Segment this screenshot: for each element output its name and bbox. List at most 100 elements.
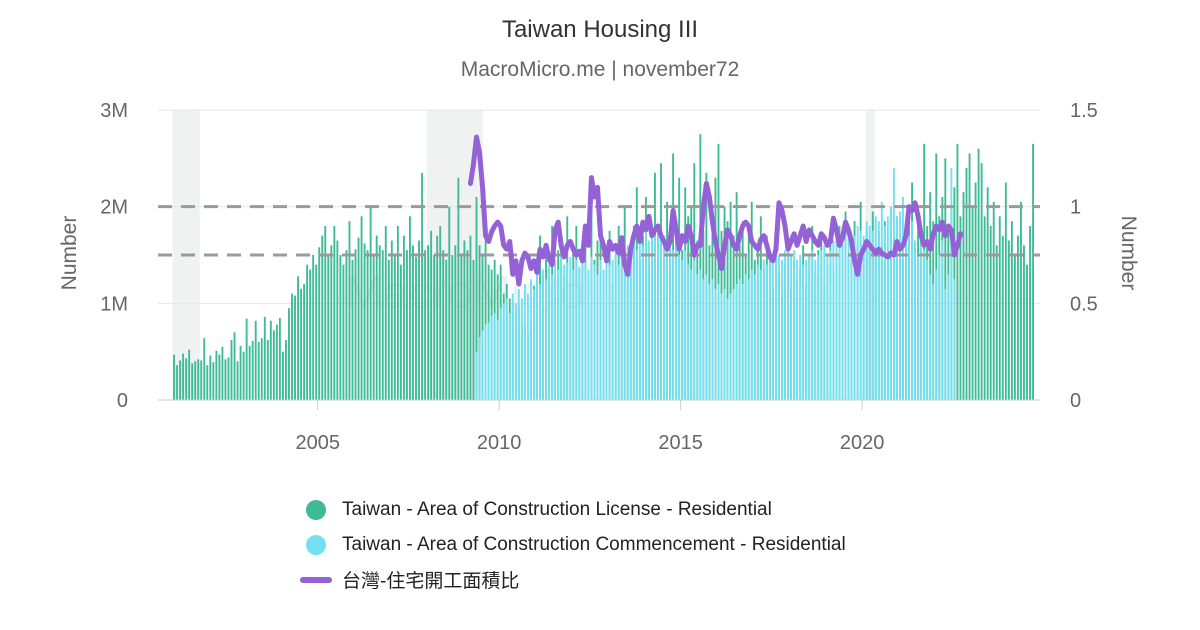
commencement-bar [750,269,753,400]
license-bar [191,363,194,400]
license-bar [427,245,430,400]
commencement-bar [908,235,910,400]
license-bar [460,255,463,400]
commencement-bar [575,259,578,400]
license-bar [977,148,980,400]
legend-item-commencement[interactable]: Taiwan - Area of Construction Commenceme… [300,527,846,562]
commencement-bar [895,216,898,400]
commencement-bar [481,330,484,400]
commencement-bar [638,235,641,400]
commencement-bar [590,256,593,400]
commencement-bar [856,226,859,400]
license-bar [472,259,475,400]
commencement-bar [741,284,744,400]
license-bar [215,350,218,400]
license-bar [1029,226,1031,400]
commencement-bar [647,240,650,400]
commencement-bar [569,256,572,400]
commencement-bar [811,250,814,400]
commencement-bar [511,293,514,400]
commencement-bar [478,337,481,400]
right-tick-label: 1 [1070,197,1081,219]
license-bar [339,255,342,400]
commencement-bar [805,259,808,400]
commencement-bar [530,279,532,400]
license-bar [1023,245,1025,400]
commencement-bar [587,269,590,400]
right-axis-label: Number [1117,216,1140,291]
license-bar [469,235,472,400]
license-bar [409,216,411,400]
left-tick-label: 1M [100,293,128,315]
commencement-bar [847,230,850,400]
commencement-bar [644,230,647,400]
commencement-bar [654,235,656,400]
license-bar [291,293,293,400]
license-bar [263,316,266,400]
commencement-bar [947,274,950,400]
license-bar [348,221,351,400]
legend: Taiwan - Area of Construction License - … [300,492,846,597]
commencement-bar [499,308,502,400]
axes: Number Number 0 1M 2M 3M 0 0.5 1 1.5 2005 2010 201… [58,100,1140,454]
commencement-bar [626,245,629,400]
license-bar [430,230,433,400]
license-bar [179,360,182,400]
commencement-bar [950,168,953,400]
commencement-bar [720,293,723,400]
commencement-bar [911,221,913,400]
license-bar [968,153,971,400]
x-tick-label: 2005 [295,432,340,454]
commencement-bar [711,279,714,400]
commencement-bar [883,226,886,400]
commencement-bar [696,274,699,400]
commencement-bar [690,269,693,400]
license-bar [185,358,188,400]
commencement-bar [923,250,926,400]
license-bar [360,216,363,400]
license-bar [457,177,460,400]
commencement-bar [699,269,702,400]
license-bar [363,243,366,400]
commencement-bar [932,284,935,400]
commencement-bar [799,255,802,400]
license-bar [221,346,224,400]
commencement-bar [617,264,620,400]
commencement-bar [687,264,690,400]
legend-item-ratio[interactable]: 台灣-住宅開工面積比 [300,562,846,597]
license-bar [384,226,387,400]
license-bar [254,320,257,400]
license-bar [415,256,417,400]
commencement-bar [717,284,720,400]
license-bar [182,353,185,400]
commencement-bar [905,226,907,400]
license-bar [944,158,947,400]
license-bar [390,240,393,400]
license-bar [333,226,336,400]
commencement-bar [487,322,490,400]
license-bar [1020,201,1022,400]
license-bar [433,255,436,400]
left-tick-label: 3M [100,100,128,122]
commencement-bar [599,259,602,400]
commencement-bar [533,288,535,400]
commencement-bar [735,284,738,400]
commencement-bar [517,288,520,400]
commencement-bar [605,255,608,400]
commencement-bar [475,351,478,400]
license-bar [224,359,227,400]
chart-title: Taiwan Housing III [501,16,699,43]
legend-item-license[interactable]: Taiwan - Area of Construction License - … [300,492,846,527]
license-bar [387,259,390,400]
commencement-bar [835,235,838,400]
license-bar [206,365,209,400]
license-bar [239,345,242,400]
right-tick-label: 0.5 [1070,293,1098,315]
license-bar [285,340,287,400]
commencement-bar [814,259,817,400]
commencement-bar [608,264,611,400]
license-bar [209,355,212,400]
license-bar [436,235,439,400]
license-bar [962,192,965,400]
license-bar [393,255,396,400]
